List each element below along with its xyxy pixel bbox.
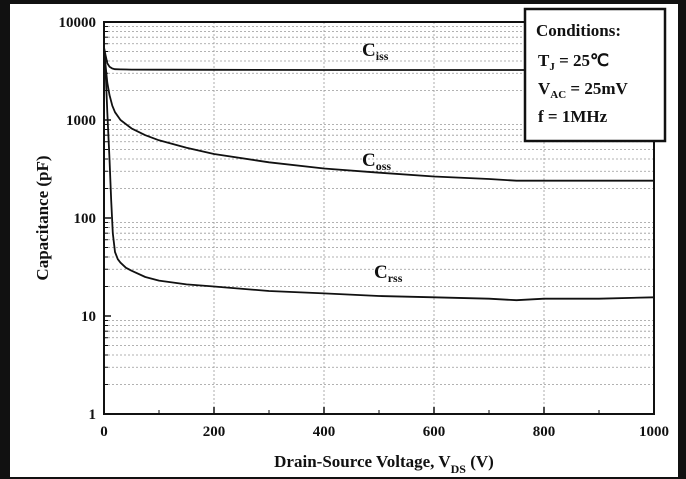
y-axis-title: Capacitance (pF)	[33, 155, 52, 280]
axis-ticks	[103, 21, 655, 415]
series-label-sub: oss	[376, 159, 392, 173]
conditions-line-value: = 1MHz	[544, 107, 608, 126]
conditions-line-main: V	[538, 79, 551, 98]
axis-tick-labels: 1 10 100 1000 10000 0 200 400 600 800 1000	[59, 15, 670, 440]
x-tick-label: 600	[423, 424, 446, 440]
y-tick-label: 10	[81, 309, 96, 325]
conditions-box-border	[523, 7, 667, 143]
conditions-line-main: T	[538, 51, 550, 70]
conditions-title: Conditions:	[536, 21, 621, 40]
series-label-main: C	[362, 40, 376, 61]
y-tick-label: 1	[89, 407, 97, 423]
conditions-line: f = 1MHz	[538, 107, 608, 126]
series-lines	[103, 47, 655, 302]
x-axis-title-sub: DS	[451, 462, 467, 476]
x-tick-label: 200	[203, 424, 226, 440]
y-tick-label: 100	[74, 211, 97, 227]
x-tick-label: 0	[100, 424, 108, 440]
x-tick-label: 400	[313, 424, 336, 440]
series-label-ciss: Ciss	[362, 40, 389, 63]
conditions-line-value: = 25mV	[566, 79, 628, 98]
series-label-sub: iss	[376, 49, 389, 63]
conditions-line: TJ = 25℃	[538, 51, 609, 73]
conditions-line-main: f	[538, 107, 544, 126]
y-tick-label: 1000	[66, 113, 96, 129]
series-label-crss: Crss	[374, 262, 403, 285]
x-axis-title-main: Drain-Source Voltage, V	[274, 452, 451, 471]
x-tick-label: 800	[533, 424, 556, 440]
y-tick-label: 10000	[59, 15, 97, 31]
x-axis-title-unit: (V)	[466, 452, 494, 471]
conditions-line: VAC = 25mV	[538, 79, 629, 101]
series-label-main: C	[362, 150, 376, 171]
series-label-coss: Coss	[362, 150, 391, 173]
series-label-sub: rss	[388, 271, 403, 285]
series-line-ciss	[103, 47, 654, 71]
conditions-line-value: = 25℃	[555, 51, 609, 70]
x-tick-label: 1000	[639, 424, 669, 440]
conditions-line-sub: J	[549, 61, 555, 73]
series-line-coss	[103, 51, 654, 182]
conditions-line-sub: AC	[550, 89, 566, 101]
x-axis-title: Drain-Source Voltage, VDS (V)	[274, 452, 494, 476]
series-line-crss	[103, 47, 655, 302]
series-label-main: C	[374, 262, 388, 283]
